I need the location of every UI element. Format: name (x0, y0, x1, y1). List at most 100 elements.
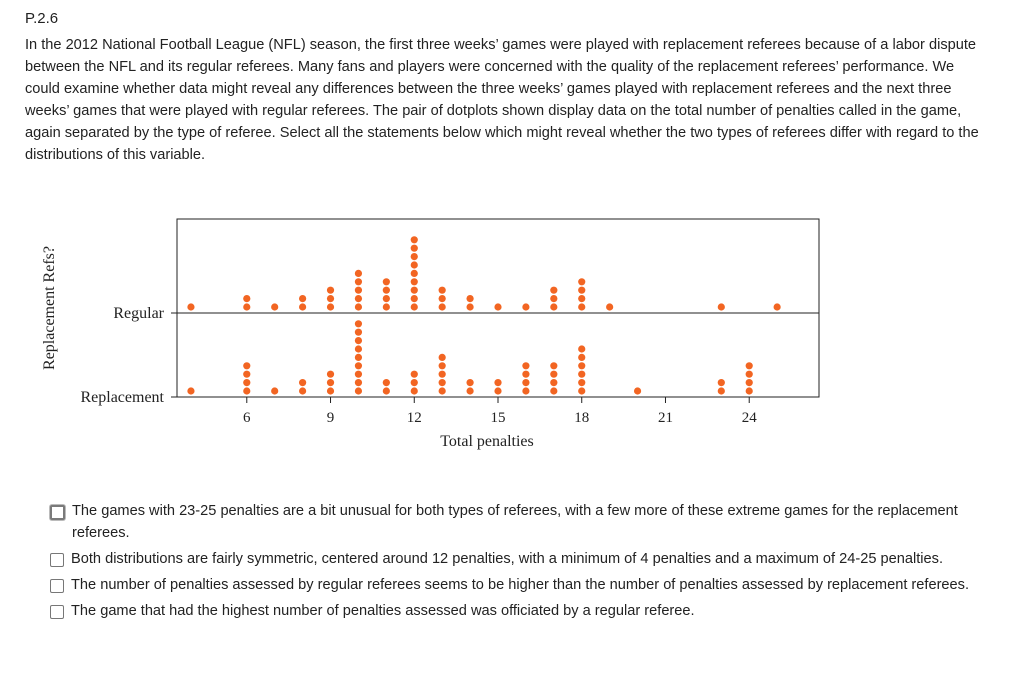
dot-regular (410, 236, 418, 244)
option-4-checkbox[interactable] (50, 605, 64, 619)
dot-regular (410, 253, 418, 261)
option-3-label: The number of penalties assessed by regu… (71, 577, 970, 593)
dot-regular (466, 303, 474, 311)
dot-replacement (326, 370, 335, 378)
dot-replacement (326, 387, 335, 395)
dot-replacement (745, 387, 753, 395)
dot-replacement (494, 379, 502, 387)
dot-regular (550, 303, 558, 311)
dot-regular (410, 261, 418, 269)
dot-regular (382, 286, 390, 294)
dot-regular (438, 303, 446, 311)
dot-replacement (410, 379, 418, 387)
dot-replacement (271, 387, 279, 395)
dot-replacement (578, 370, 586, 378)
x-axis-label: Total penalties (440, 433, 534, 450)
dot-regular (773, 303, 781, 311)
dot-replacement (299, 387, 307, 395)
dot-replacement (522, 362, 530, 370)
dot-replacement (354, 379, 363, 387)
option-1-checkbox[interactable] (50, 505, 65, 520)
option-2[interactable]: Both distributions are fairly symmetric,… (50, 548, 970, 570)
dot-regular (299, 295, 307, 303)
dot-regular (578, 286, 586, 294)
dot-regular (354, 286, 363, 294)
dot-replacement (522, 370, 530, 378)
dot-replacement (578, 379, 586, 387)
dot-regular (550, 295, 558, 303)
x-tick-label: 18 (574, 410, 589, 426)
option-2-label: Both distributions are fairly symmetric,… (71, 551, 943, 567)
dot-regular (187, 303, 195, 311)
dot-replacement (745, 379, 753, 387)
dot-regular (578, 278, 586, 286)
dot-regular (382, 295, 390, 303)
dot-replacement (633, 387, 642, 395)
dot-replacement (745, 362, 753, 370)
dot-replacement (243, 370, 251, 378)
option-4[interactable]: The game that had the highest number of … (50, 600, 970, 622)
dot-regular (410, 303, 418, 311)
dot-replacement (382, 379, 390, 387)
option-4-label: The game that had the highest number of … (71, 603, 695, 619)
dot-replacement (550, 387, 558, 395)
dot-replacement (354, 370, 363, 378)
option-2-checkbox[interactable] (50, 553, 64, 567)
dot-regular (326, 303, 335, 311)
dot-regular (299, 303, 307, 311)
dot-replacement (410, 370, 418, 378)
dot-regular (606, 303, 614, 311)
problem-text: In the 2012 National Football League (NF… (25, 37, 979, 163)
option-3[interactable]: The number of penalties assessed by regu… (50, 574, 970, 596)
dot-regular (410, 295, 418, 303)
dot-replacement (382, 387, 390, 395)
dot-regular (494, 303, 502, 311)
x-tick-label: 12 (407, 410, 422, 426)
dot-replacement (438, 387, 446, 395)
option-3-checkbox[interactable] (50, 579, 64, 593)
dot-regular (354, 269, 363, 277)
option-1[interactable]: The games with 23-25 penalties are a bit… (50, 500, 970, 544)
x-tick-label: 6 (243, 410, 251, 426)
dot-replacement (494, 387, 502, 395)
dot-replacement (522, 379, 530, 387)
y-axis-label: Replacement Refs? (41, 246, 58, 370)
x-tick-label: 21 (658, 410, 673, 426)
dot-regular (410, 286, 418, 294)
option-1-label: The games with 23-25 penalties are a bit… (72, 503, 958, 541)
dot-replacement (326, 379, 335, 387)
dot-replacement (410, 387, 418, 395)
dot-replacement (354, 320, 363, 328)
dot-replacement (243, 387, 251, 395)
dot-replacement (550, 370, 558, 378)
dotplot-svg: Regular Replacement Replacement Refs? To… (41, 218, 820, 450)
dot-replacement (578, 345, 586, 353)
dot-replacement (438, 370, 446, 378)
dot-regular (326, 295, 335, 303)
x-tick-label: 24 (742, 410, 758, 426)
dot-regular (410, 244, 418, 252)
dot-replacement (717, 379, 725, 387)
dot-regular (354, 303, 363, 311)
dot-replacement (745, 370, 753, 378)
category-label-replacement: Replacement (80, 389, 164, 406)
dot-regular (243, 295, 251, 303)
dot-regular (550, 286, 558, 294)
dot-replacement (354, 387, 363, 395)
dot-replacement (354, 353, 363, 361)
dot-replacement (243, 379, 251, 387)
dotplot-figure: Regular Replacement Replacement Refs? To… (0, 200, 1015, 470)
dot-replacement (578, 387, 586, 395)
dot-regular (578, 303, 586, 311)
dot-replacement (550, 362, 558, 370)
dot-replacement (243, 362, 251, 370)
dot-replacement (438, 362, 446, 370)
dot-regular (410, 269, 418, 277)
dot-replacement (438, 353, 446, 361)
dot-replacement (187, 387, 195, 395)
dot-replacement (466, 387, 474, 395)
dot-regular (466, 295, 474, 303)
dot-regular (271, 303, 279, 311)
dot-replacement (354, 337, 363, 345)
dot-regular (382, 278, 390, 286)
